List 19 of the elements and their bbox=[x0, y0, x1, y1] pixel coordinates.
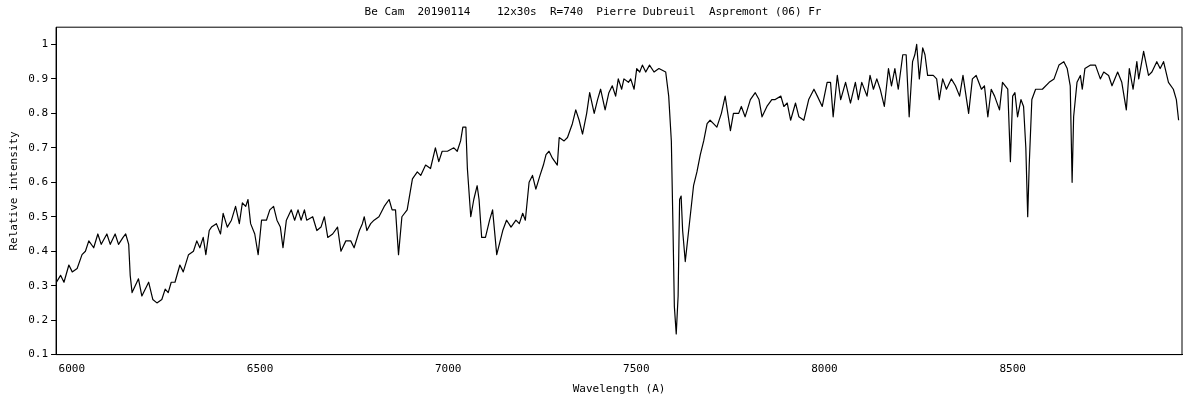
y-tick-label: 0.1 bbox=[28, 347, 49, 361]
y-tick-label: 0.9 bbox=[28, 71, 49, 85]
x-tick-label: 6500 bbox=[246, 362, 274, 376]
y-tick-label: 0.3 bbox=[28, 278, 49, 292]
y-tick-label: 0.6 bbox=[28, 175, 49, 189]
y-tick-label: 0.8 bbox=[28, 106, 49, 120]
y-tick-label: 0.7 bbox=[28, 140, 49, 154]
y-tick-label: 1 bbox=[41, 37, 49, 51]
chart-title: Be Cam 20190114 12x30s R=740 Pierre Dubreuil Aspremont (06) Fr bbox=[364, 5, 822, 19]
x-tick-label: 7000 bbox=[434, 362, 462, 376]
y-tick-label: 0.2 bbox=[28, 313, 49, 326]
x-tick-label: 8000 bbox=[811, 362, 838, 376]
y-axis-title: Relative intensity bbox=[7, 130, 21, 251]
x-tick-label: 8500 bbox=[999, 362, 1026, 376]
x-axis-title: Wavelength (A) bbox=[572, 382, 666, 396]
y-tick-label: 0.4 bbox=[28, 244, 49, 258]
x-tick-label: 7500 bbox=[623, 362, 650, 376]
y-tick-label: 0.5 bbox=[28, 209, 49, 223]
x-tick-label: 6000 bbox=[58, 362, 86, 376]
